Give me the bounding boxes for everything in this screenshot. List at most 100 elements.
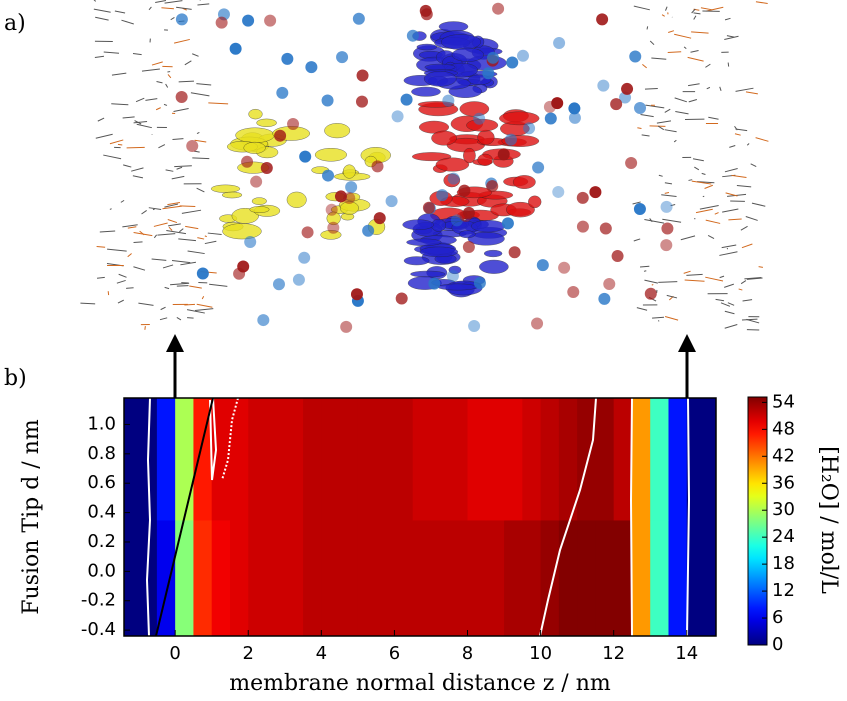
protein	[418, 120, 449, 134]
ion	[422, 201, 435, 214]
lipid	[691, 31, 709, 34]
heat-cell	[124, 398, 140, 521]
x-tick-label: 6	[389, 643, 400, 664]
lipid	[688, 179, 693, 181]
ion	[350, 288, 363, 301]
ion	[486, 51, 499, 64]
lipid	[122, 224, 138, 228]
lipid	[148, 6, 152, 11]
lipid	[135, 97, 145, 103]
ion	[660, 200, 673, 213]
protein	[210, 184, 241, 193]
lipid	[688, 83, 700, 87]
ion	[629, 50, 642, 63]
lipid	[658, 174, 663, 177]
ion	[298, 251, 311, 264]
lipid	[133, 266, 146, 271]
ion	[301, 226, 314, 239]
heat-cell	[303, 398, 322, 521]
ion	[229, 42, 242, 55]
lipid	[197, 3, 210, 6]
lipid	[114, 10, 126, 14]
lipid	[724, 168, 738, 173]
ion	[497, 148, 510, 161]
lipid	[664, 191, 670, 194]
lipid	[637, 127, 642, 129]
heat-cell	[449, 398, 469, 521]
ion	[281, 52, 294, 65]
lipid	[666, 294, 678, 299]
lipid	[181, 209, 202, 214]
lipid	[705, 276, 724, 282]
lipid	[180, 261, 197, 266]
lipid	[162, 205, 182, 210]
lipid	[661, 14, 665, 17]
lipid	[728, 218, 742, 221]
protein	[477, 153, 493, 166]
heat-cell	[650, 519, 669, 637]
ion	[603, 277, 616, 290]
y-tick-label: 0.2	[87, 531, 116, 552]
protein	[406, 238, 442, 246]
heat-cell	[175, 398, 194, 521]
lipid	[126, 287, 134, 289]
lipid	[134, 120, 142, 125]
protein	[326, 211, 341, 226]
lipid	[649, 125, 666, 127]
lipid	[189, 285, 202, 289]
lipid	[657, 320, 660, 322]
heat-cell	[124, 519, 140, 637]
lipid	[729, 145, 736, 148]
heat-cell	[394, 398, 414, 521]
lipid	[725, 192, 738, 197]
lipid	[740, 280, 747, 285]
protein	[411, 86, 441, 97]
lipid	[644, 218, 665, 224]
ion	[196, 267, 209, 280]
lipid	[117, 299, 124, 304]
protein	[243, 141, 266, 154]
protein	[342, 164, 356, 179]
ion	[462, 241, 475, 254]
lipid	[722, 208, 739, 213]
protein	[248, 108, 263, 120]
lipid	[673, 139, 677, 143]
ion	[242, 14, 255, 27]
lipid	[192, 157, 210, 160]
lipid	[144, 326, 146, 330]
lipid	[160, 306, 166, 311]
lipid	[724, 17, 731, 21]
y-axis-label: Fusion Tip d / nm	[19, 419, 44, 615]
heat-cell	[193, 398, 213, 521]
heat-cell	[686, 519, 706, 637]
lipid	[668, 30, 675, 33]
ion	[264, 14, 277, 27]
heat-cell	[430, 398, 450, 521]
lipid	[127, 253, 132, 258]
protein	[221, 191, 243, 199]
lipid	[651, 57, 667, 60]
ion	[428, 277, 441, 290]
heat-cell	[376, 398, 395, 521]
protein	[324, 123, 351, 139]
lipid	[727, 302, 735, 306]
heat-cell	[613, 398, 633, 521]
lipid	[741, 243, 753, 249]
lipid	[133, 121, 148, 124]
y-tick-label: 0.4	[87, 502, 116, 523]
colorbar	[747, 396, 768, 646]
panel-label: b)	[4, 366, 27, 391]
ion	[462, 206, 475, 219]
lipid	[167, 74, 172, 79]
colorbar-tick-label: 48	[772, 418, 795, 439]
lipid	[755, 137, 769, 142]
lipid	[96, 276, 105, 279]
ion	[567, 285, 580, 298]
lipid	[80, 302, 96, 305]
ion	[345, 181, 358, 194]
lipid	[201, 296, 205, 300]
ion	[458, 184, 471, 197]
colorbar-tick-label: 24	[772, 526, 795, 547]
ion	[576, 220, 589, 233]
protein	[424, 63, 456, 71]
